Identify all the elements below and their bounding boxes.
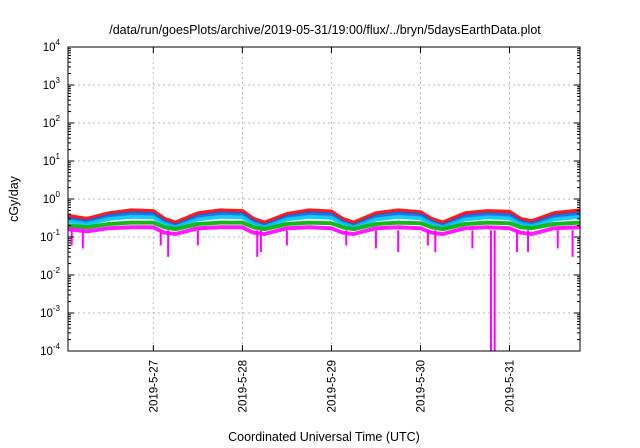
chart-title: /data/run/goesPlots/archive/2019-05-31/1… bbox=[109, 23, 541, 37]
series-line-2 bbox=[67, 211, 581, 228]
plot-area bbox=[67, 208, 581, 351]
x-tick-label: 2019-5-27 bbox=[148, 360, 160, 412]
y-tick-label: 101 bbox=[43, 152, 61, 168]
y-tick-label: 10-3 bbox=[40, 304, 60, 320]
x-axis: 2019-5-27 2019-5-28 2019-5-29 2019-5-30 2019… bbox=[148, 47, 517, 412]
series-line-5 bbox=[67, 225, 581, 236]
x-tick-label: 2019-5-31 bbox=[505, 360, 517, 412]
x-tick-label: 2019-5-28 bbox=[237, 360, 249, 412]
series-line-3 bbox=[67, 214, 581, 230]
y-tick-label: 100 bbox=[43, 190, 61, 206]
x-tick-label: 2019-5-29 bbox=[326, 360, 338, 412]
series-line-4 bbox=[67, 220, 581, 232]
x-tick-label: 2019-5-30 bbox=[415, 360, 427, 412]
x-axis-label: Coordinated Universal Time (UTC) bbox=[228, 430, 420, 444]
y-tick-label: 102 bbox=[43, 114, 61, 130]
y-tick-label: 103 bbox=[43, 76, 61, 92]
y-axis-label: cGy/day bbox=[7, 175, 21, 222]
y-tick-label: 104 bbox=[43, 38, 61, 54]
y-tick-label: 10-4 bbox=[40, 342, 60, 358]
grid bbox=[68, 47, 580, 351]
y-axis: 10-4 10-3 10-2 10-1 100 101 102 103 104 bbox=[40, 38, 580, 358]
series-line-1 bbox=[67, 208, 581, 225]
y-tick-label: 10-2 bbox=[40, 266, 60, 282]
y-tick-label: 10-1 bbox=[40, 228, 60, 244]
